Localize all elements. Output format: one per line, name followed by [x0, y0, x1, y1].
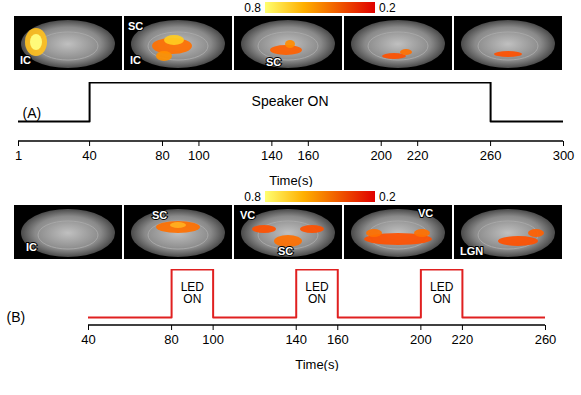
- svg-text:220: 220: [452, 332, 474, 347]
- svg-text:VC: VC: [418, 207, 433, 219]
- svg-text:260: 260: [535, 332, 557, 347]
- svg-text:LGN: LGN: [460, 245, 483, 257]
- svg-text:160: 160: [297, 148, 319, 163]
- svg-text:0.2: 0.2: [379, 1, 396, 15]
- svg-text:100: 100: [202, 332, 224, 347]
- svg-text:80: 80: [155, 148, 169, 163]
- svg-text:(A): (A): [23, 105, 42, 121]
- svg-text:IC: IC: [26, 241, 37, 253]
- svg-text:SC: SC: [152, 209, 167, 221]
- svg-text:220: 220: [407, 148, 429, 163]
- svg-text:SC: SC: [266, 56, 281, 68]
- svg-text:200: 200: [370, 148, 392, 163]
- svg-text:80: 80: [164, 332, 178, 347]
- svg-text:LEDON: LEDON: [181, 280, 205, 306]
- svg-text:0.2: 0.2: [379, 190, 396, 204]
- svg-text:IC: IC: [20, 54, 31, 66]
- svg-text:200: 200: [410, 332, 432, 347]
- svg-text:140: 140: [261, 148, 283, 163]
- svg-text:160: 160: [327, 332, 349, 347]
- svg-text:SC: SC: [278, 245, 293, 257]
- svg-text:VC: VC: [240, 209, 255, 221]
- svg-text:Speaker ON: Speaker ON: [252, 93, 329, 109]
- svg-text:Time(s): Time(s): [295, 357, 339, 372]
- svg-text:Time(s): Time(s): [269, 173, 313, 188]
- svg-text:0.8: 0.8: [244, 190, 261, 204]
- svg-text:1: 1: [15, 148, 22, 163]
- svg-text:300: 300: [553, 148, 575, 163]
- svg-text:100: 100: [188, 148, 210, 163]
- svg-text:IC: IC: [130, 54, 141, 66]
- svg-text:40: 40: [81, 332, 95, 347]
- svg-text:SC: SC: [128, 20, 143, 32]
- svg-text:260: 260: [480, 148, 502, 163]
- svg-text:LEDON: LEDON: [305, 280, 329, 306]
- svg-text:(B): (B): [7, 309, 26, 325]
- svg-text:LEDON: LEDON: [430, 280, 454, 306]
- svg-text:40: 40: [82, 148, 96, 163]
- svg-text:140: 140: [285, 332, 307, 347]
- svg-text:0.8: 0.8: [244, 1, 261, 15]
